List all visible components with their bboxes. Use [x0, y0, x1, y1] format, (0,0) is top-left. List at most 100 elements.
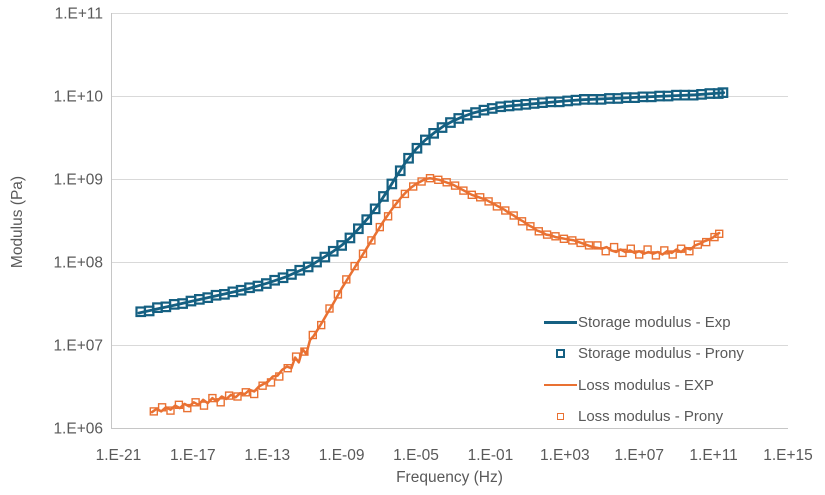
marker-point: [609, 242, 619, 252]
marker-point: [300, 347, 309, 356]
y-tick-label: 1.E+09: [53, 172, 103, 189]
marker-point: [635, 250, 644, 259]
marker-point: [526, 222, 535, 231]
legend-item-storage-exp[interactable]: Storage modulus - Exp: [543, 307, 744, 338]
marker-point: [626, 244, 635, 253]
legend-label: Storage modulus - Exp: [578, 314, 731, 332]
marker-point: [394, 165, 406, 177]
marker-point: [618, 248, 627, 258]
series-line-storage-modulus-exp: [137, 91, 726, 315]
y-tick-label: 1.E+10: [53, 89, 103, 106]
marker-point: [183, 403, 192, 413]
series-markers-storage-modulus-prony: [135, 87, 729, 318]
marker-point: [501, 206, 510, 215]
marker-point: [375, 222, 384, 232]
legend-item-loss-prony[interactable]: Loss modulus - Prony: [543, 401, 744, 432]
marker-point: [353, 223, 364, 235]
marker-point: [542, 230, 552, 239]
marker-point: [224, 391, 234, 400]
marker-point: [361, 214, 373, 225]
marker-point: [291, 352, 301, 361]
marker-point: [383, 212, 393, 221]
marker-point: [174, 400, 184, 409]
marker-point: [317, 320, 326, 330]
marker-point: [275, 372, 284, 381]
marker-point: [191, 398, 200, 407]
marker-point: [693, 240, 702, 249]
y-tick-label: 1.E+08: [53, 255, 103, 272]
marker-point: [428, 128, 439, 139]
marker-point: [467, 190, 476, 200]
legend: Storage modulus - Exp Storage modulus - …: [543, 307, 744, 432]
marker-point: [233, 392, 242, 401]
marker-point: [459, 186, 468, 195]
storage-prony-marker-swatch: [556, 349, 565, 359]
marker-point: [342, 275, 351, 284]
marker-point: [386, 178, 398, 190]
marker-point: [593, 241, 602, 250]
loss-prony-marker-swatch: [557, 413, 564, 421]
x-tick-label: 1.E+11: [689, 447, 737, 464]
marker-point: [369, 203, 381, 215]
marker-point: [336, 240, 347, 251]
marker-point: [333, 290, 343, 299]
marker-point: [199, 401, 209, 410]
x-tick-label: 1.E-01: [468, 447, 514, 464]
marker-point: [157, 403, 167, 412]
loss-exp-line-swatch: [544, 383, 577, 387]
marker-point: [400, 189, 410, 199]
marker-point: [344, 232, 356, 244]
marker-point: [420, 134, 431, 146]
marker-point: [325, 304, 334, 313]
x-tick-label: 1.E+03: [540, 447, 590, 464]
marker-point: [149, 407, 159, 416]
marker-point: [308, 330, 317, 340]
x-tick-label: 1.E-05: [393, 447, 439, 464]
marker-point: [715, 229, 724, 239]
y-tick-label: 1.E+11: [55, 6, 103, 23]
marker-point: [411, 142, 423, 154]
marker-point: [350, 261, 359, 271]
marker-point: [216, 398, 225, 407]
marker-point: [358, 249, 368, 258]
y-axis-title: Modulus (Pa): [9, 175, 26, 269]
marker-point: [534, 227, 543, 236]
marker-point: [208, 393, 217, 403]
marker-point: [417, 177, 426, 186]
marker-point: [651, 251, 661, 260]
marker-point: [492, 202, 502, 211]
x-tick-label: 1.E-21: [96, 447, 142, 464]
marker-point: [319, 251, 331, 263]
marker-point: [509, 211, 518, 220]
marker-point: [559, 234, 569, 244]
marker-point: [484, 197, 493, 206]
marker-point: [568, 236, 577, 245]
marker-point: [476, 193, 485, 202]
storage-exp-line-swatch: [544, 321, 577, 325]
marker-point: [576, 238, 585, 248]
marker-point: [717, 87, 729, 99]
marker-point: [643, 245, 652, 254]
marker-point: [283, 364, 292, 373]
legend-item-storage-prony[interactable]: Storage modulus - Prony: [543, 338, 744, 369]
marker-point: [676, 244, 686, 253]
y-tick-label: 1.E+07: [53, 338, 103, 355]
marker-point: [392, 199, 401, 209]
legend-item-loss-exp[interactable]: Loss modulus - EXP: [543, 370, 744, 401]
marker-point: [258, 381, 267, 390]
x-tick-label: 1.E+15: [763, 447, 813, 464]
marker-point: [517, 217, 527, 226]
marker-point: [409, 182, 418, 191]
marker-point: [450, 181, 460, 190]
marker-point: [166, 406, 175, 415]
x-axis-title: Frequency (Hz): [396, 469, 503, 486]
marker-point: [702, 237, 711, 247]
marker-point: [367, 236, 376, 245]
marker-point: [378, 191, 389, 202]
series-markers-loss-modulus-prony: [149, 173, 724, 416]
x-tick-label: 1.E+07: [614, 447, 664, 464]
y-tick-label: 1.E+06: [53, 421, 103, 438]
marker-point: [584, 241, 594, 250]
